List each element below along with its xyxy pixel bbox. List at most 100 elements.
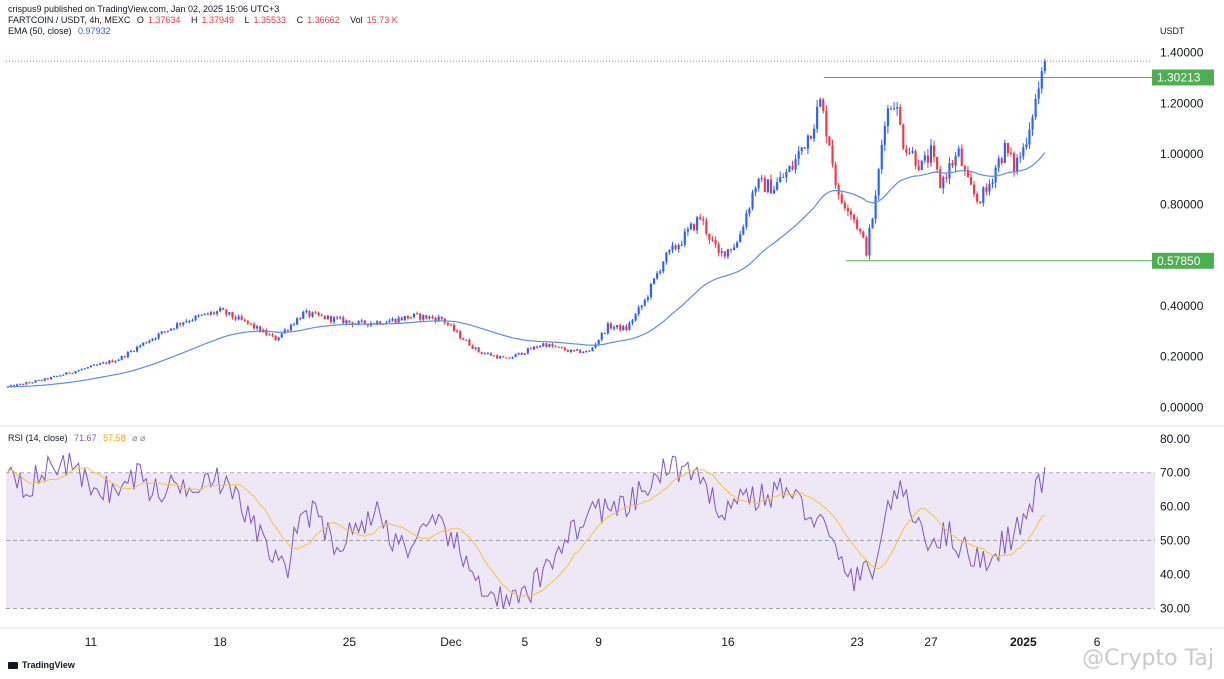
- rsi-legend[interactable]: RSI (14, close) 71.67 57.58 ⌀ ⌀: [8, 433, 149, 444]
- candle: [819, 97, 822, 108]
- candle: [302, 310, 305, 320]
- candle-body: [523, 353, 526, 355]
- candle-body: [154, 338, 157, 340]
- candle: [702, 216, 705, 226]
- tradingview-logo[interactable]: TradingView: [8, 660, 75, 670]
- candle-body: [419, 313, 422, 320]
- candle-body: [139, 345, 142, 347]
- candle: [148, 339, 151, 344]
- candle-body: [68, 372, 71, 374]
- candle-body: [434, 317, 437, 322]
- candle: [1000, 157, 1003, 166]
- candle-body: [105, 362, 108, 364]
- candle-layer[interactable]: [6, 58, 1046, 388]
- candle: [1043, 58, 1046, 74]
- candle: [625, 324, 628, 332]
- price-tick-label: 0.80000: [1160, 198, 1204, 212]
- ema-line: [7, 152, 1046, 388]
- candle-body: [656, 273, 659, 279]
- candle-body: [1025, 144, 1028, 148]
- candle-body: [391, 318, 394, 321]
- candle-body: [702, 219, 705, 221]
- candle: [951, 159, 954, 169]
- candle: [726, 248, 729, 259]
- candle-body: [896, 107, 899, 109]
- candle: [751, 189, 754, 211]
- candle: [1037, 81, 1040, 105]
- candle-body: [545, 343, 548, 347]
- candle-body: [696, 217, 699, 231]
- candle-body: [625, 326, 628, 330]
- candle-body: [951, 163, 954, 166]
- candle-body: [191, 320, 194, 322]
- candle: [988, 179, 991, 196]
- candle-body: [745, 213, 748, 227]
- candle-body: [960, 148, 963, 166]
- candle: [320, 313, 323, 317]
- candle-body: [77, 370, 80, 372]
- candle-body: [751, 192, 754, 209]
- candle-body: [1040, 71, 1043, 89]
- candle: [732, 243, 736, 251]
- candle-body: [388, 320, 391, 323]
- candle: [840, 191, 843, 205]
- candle-body: [729, 249, 733, 251]
- candle: [80, 368, 83, 371]
- candle-body: [166, 330, 169, 332]
- candle: [812, 124, 816, 143]
- candle: [446, 321, 449, 327]
- candle-body: [62, 374, 65, 376]
- candle: [434, 316, 437, 324]
- time-tick-label: 18: [213, 635, 227, 649]
- ohlc-legend[interactable]: FARTCOIN / USDT, 4h, MEXC O 1.37634 H 1.37…: [8, 15, 406, 25]
- tradingview-brand: TradingView: [22, 660, 75, 670]
- candle-body: [769, 179, 773, 194]
- candle: [588, 349, 591, 352]
- candle-body: [680, 244, 683, 246]
- ohlc-open: O 1.37634: [136, 15, 181, 25]
- symbol-label[interactable]: FARTCOIN / USDT, 4h, MEXC: [8, 15, 131, 25]
- candle: [465, 339, 468, 341]
- candle: [671, 242, 674, 254]
- candle-body: [311, 312, 314, 317]
- candle-body: [871, 218, 874, 228]
- candle-body: [619, 325, 622, 331]
- ema-legend[interactable]: EMA (50, close) 0.97932: [8, 26, 115, 36]
- candle-body: [794, 159, 797, 170]
- candle-body: [985, 187, 988, 192]
- candle: [419, 313, 422, 322]
- candle: [342, 315, 345, 325]
- candle-body: [763, 178, 766, 192]
- level-layer: [6, 60, 1152, 262]
- candle-body: [446, 322, 449, 325]
- candle-body: [339, 317, 342, 319]
- candle: [209, 310, 213, 316]
- candle-body: [520, 352, 523, 355]
- candle-body: [837, 185, 840, 195]
- candle: [388, 318, 391, 323]
- candle-body: [628, 322, 631, 330]
- candle-body: [314, 312, 317, 314]
- candle: [505, 357, 508, 359]
- candle: [363, 320, 366, 326]
- candle-body: [49, 377, 53, 380]
- candle-body: [849, 211, 853, 215]
- candle: [169, 328, 173, 331]
- time-tick-label: 9: [595, 635, 602, 649]
- candle: [231, 311, 234, 320]
- candle: [28, 381, 31, 384]
- candle: [511, 356, 514, 360]
- candle-body: [1034, 98, 1037, 118]
- candle-body: [206, 313, 209, 315]
- candle-body: [936, 157, 939, 170]
- candle-body: [732, 247, 736, 251]
- candle: [674, 243, 677, 251]
- candle-body: [797, 151, 800, 160]
- candle: [52, 375, 56, 378]
- candle: [228, 312, 231, 316]
- candle-body: [34, 380, 37, 383]
- candle: [49, 376, 53, 380]
- candle: [400, 316, 403, 321]
- rsi-line: [7, 452, 1046, 610]
- candle: [151, 338, 154, 342]
